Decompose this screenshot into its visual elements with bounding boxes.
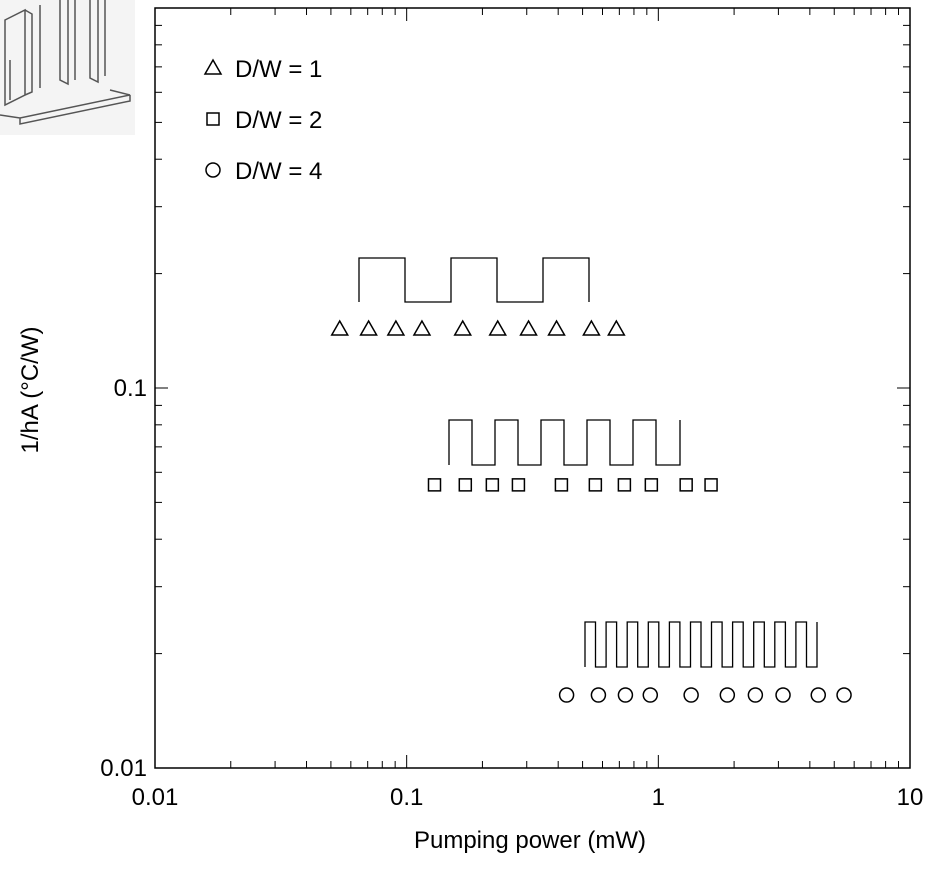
marker-triangle — [453, 319, 473, 336]
marker-circle — [775, 687, 791, 703]
marker-square — [554, 478, 569, 492]
marker-square — [644, 478, 659, 492]
x-tick-label: 0.01 — [132, 784, 179, 811]
x-tick-label: 0.1 — [390, 784, 423, 811]
period-diagrams — [358, 257, 818, 668]
x-axis-label: Pumping power (mW) — [414, 827, 646, 854]
x-tick-label: 10 — [897, 784, 924, 811]
legend-label: D/W = 2 — [235, 107, 322, 134]
marker-circle — [558, 687, 575, 703]
marker-triangle — [488, 319, 507, 336]
marker-circle — [590, 687, 607, 703]
marker-circle — [642, 687, 659, 703]
marker-circle — [747, 687, 764, 703]
marker-circle — [719, 687, 736, 703]
device-sketch — [0, 0, 135, 135]
marker-square — [588, 478, 603, 492]
marker-square — [206, 112, 220, 126]
marker-triangle — [412, 319, 432, 336]
y-axis-label: 1/hA (°C/W) — [17, 327, 44, 454]
marker-triangle — [607, 319, 626, 336]
marker-triangle — [582, 319, 601, 336]
marker-square — [511, 478, 526, 492]
marker-triangle — [547, 319, 566, 336]
marker-circle — [617, 687, 634, 703]
marker-square — [679, 478, 693, 492]
marker-triangle — [359, 319, 378, 336]
marker-square — [485, 478, 500, 492]
marker-triangle — [330, 319, 350, 336]
y-tick-label: 0.1 — [114, 375, 147, 402]
marker-circle — [810, 687, 827, 703]
marker-triangle — [203, 58, 223, 75]
marker-square — [427, 478, 442, 492]
legend-label: D/W = 1 — [235, 56, 322, 83]
marker-triangle — [386, 319, 406, 336]
marker-square — [704, 478, 718, 492]
marker-circle — [683, 687, 699, 703]
x-tick-label: 1 — [652, 784, 665, 811]
marker-square — [458, 478, 473, 492]
marker-triangle — [519, 319, 538, 336]
marker-circle — [205, 162, 221, 178]
marker-square — [617, 478, 632, 492]
legend-label: D/W = 4 — [235, 158, 322, 185]
marker-circle — [836, 687, 852, 703]
y-tick-label: 0.01 — [100, 755, 147, 782]
